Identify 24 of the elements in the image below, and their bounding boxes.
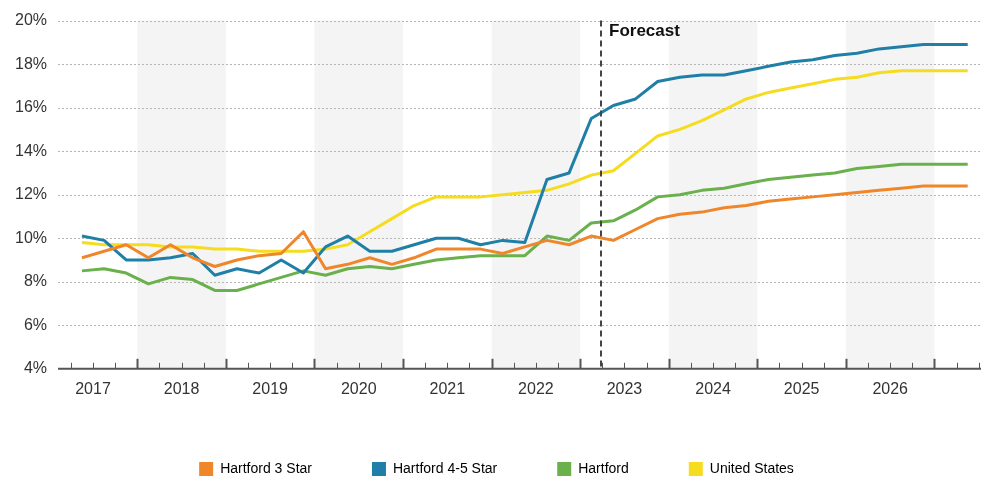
x-tick-label: 2021	[429, 379, 466, 397]
y-tick-label: 16%	[14, 98, 48, 116]
y-tick-label: 4%	[23, 359, 48, 377]
x-tick-label: 2017	[75, 379, 111, 397]
y-tick-label: 14%	[14, 141, 48, 159]
y-tick-label: 6%	[23, 315, 48, 333]
x-tick-label: 2022	[518, 379, 554, 397]
legend-label: Hartford 4-5 Star	[392, 459, 498, 476]
x-tick-label: 2026	[872, 379, 909, 397]
y-tick-label: 20%	[14, 11, 48, 29]
x-tick-label: 2024	[695, 379, 731, 397]
y-tick-label: 12%	[14, 185, 48, 203]
y-tick-label: 18%	[14, 54, 48, 72]
ref-line-label: Forecast	[609, 20, 681, 40]
x-tick-label: 2019	[252, 379, 289, 397]
x-tick-label: 2023	[606, 379, 643, 397]
y-tick-label: 10%	[14, 228, 48, 246]
legend-label: United States	[709, 459, 794, 476]
x-tick-label: 2018	[163, 379, 200, 397]
y-tick-label: 8%	[23, 272, 48, 290]
legend-label: Hartford 3 Star	[220, 459, 313, 476]
legend-label: Hartford	[578, 459, 629, 476]
x-tick-label: 2025	[783, 379, 820, 397]
x-tick-label: 2020	[340, 379, 377, 397]
